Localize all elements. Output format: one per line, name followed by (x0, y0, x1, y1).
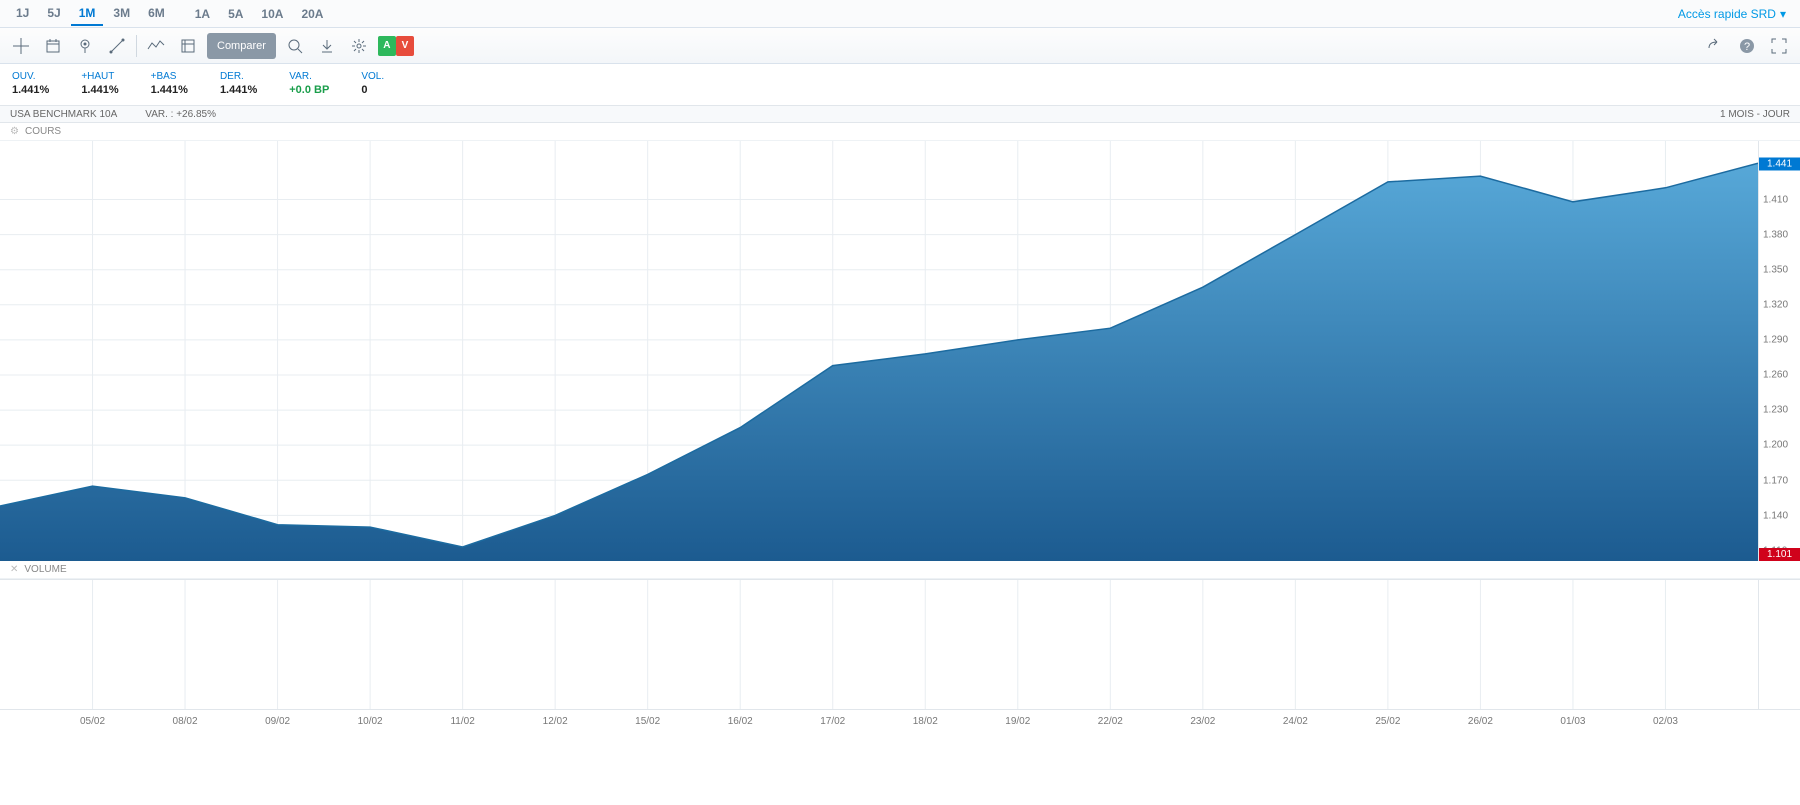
tab-6m[interactable]: 6M (140, 2, 173, 26)
tab-5j[interactable]: 5J (39, 2, 68, 26)
tab-1j[interactable]: 1J (8, 2, 37, 26)
compare-button[interactable]: Comparer (207, 33, 276, 59)
x-tick: 15/02 (635, 716, 660, 727)
y-tick: 1.260 (1763, 370, 1788, 381)
stat-ouv: OUV.1.441% (12, 70, 49, 97)
x-tick: 24/02 (1283, 716, 1308, 727)
tab-20a[interactable]: 20A (293, 3, 331, 25)
calendar-icon[interactable] (40, 33, 66, 59)
chart-variation: VAR. : +26.85% (145, 109, 216, 120)
instrument-name: USA BENCHMARK 10A (10, 109, 117, 120)
stat-haut: +HAUT1.441% (81, 70, 118, 97)
stat-vol: VOL.0 (361, 70, 384, 97)
crosshair-icon[interactable] (8, 33, 34, 59)
price-chart: 1.1101.1401.1701.2001.2301.2601.2901.320… (0, 141, 1800, 561)
badge-v[interactable]: V (396, 36, 414, 56)
gear-icon[interactable]: ⚙ (10, 126, 19, 137)
tab-1m[interactable]: 1M (71, 2, 104, 26)
x-tick: 17/02 (820, 716, 845, 727)
stat-der: DER.1.441% (220, 70, 257, 97)
x-tick: 08/02 (173, 716, 198, 727)
section-cours-label: COURS (25, 126, 61, 137)
volume-chart (0, 579, 1800, 709)
x-tick: 09/02 (265, 716, 290, 727)
y-tick: 1.410 (1763, 194, 1788, 205)
y-tick: 1.200 (1763, 440, 1788, 451)
time-range-tabs: 1J5J1M3M6M 1A5A10A20A Accès rapide SRD ▾ (0, 0, 1800, 28)
y-tick: 1.380 (1763, 229, 1788, 240)
section-cours: ⚙ COURS (0, 123, 1800, 141)
x-tick: 26/02 (1468, 716, 1493, 727)
settings-icon[interactable] (346, 33, 372, 59)
y-tick: 1.350 (1763, 264, 1788, 275)
stat-bas: +BAS1.441% (151, 70, 188, 97)
y-tick: 1.170 (1763, 475, 1788, 486)
tab-10a[interactable]: 10A (253, 3, 291, 25)
chart-period-label: 1 MOIS - JOUR (1720, 109, 1790, 120)
line-draw-icon[interactable] (104, 33, 130, 59)
x-tick: 11/02 (450, 716, 474, 727)
current-price-tag: 1.441 (1759, 157, 1800, 170)
chart-type-icon[interactable] (143, 33, 169, 59)
section-volume-label: VOLUME (24, 564, 66, 575)
x-tick: 22/02 (1098, 716, 1123, 727)
close-icon[interactable]: ✕ (10, 564, 18, 575)
y-tick: 1.320 (1763, 300, 1788, 311)
tab-1a[interactable]: 1A (187, 3, 218, 25)
stat-var: VAR.+0.0 BP (289, 70, 329, 97)
x-tick: 18/02 (913, 716, 938, 727)
chart-header: USA BENCHMARK 10A VAR. : +26.85% 1 MOIS … (0, 105, 1800, 123)
x-axis: 05/02 08/02 09/02 10/02 11/02 12/02 15/02 16/02… (0, 709, 1800, 735)
low-price-tag: 1.101 (1759, 548, 1800, 561)
stats-row: OUV.1.441% +HAUT1.441% +BAS1.441% DER.1.441… (0, 64, 1800, 105)
chevron-down-icon: ▾ (1780, 7, 1786, 21)
section-volume: ✕ VOLUME (0, 561, 1800, 579)
pin-icon[interactable] (72, 33, 98, 59)
tab-3m[interactable]: 3M (105, 2, 138, 26)
quick-access-srd-link[interactable]: Accès rapide SRD ▾ (1672, 7, 1792, 21)
fullscreen-icon[interactable] (1766, 33, 1792, 59)
badge-a[interactable]: A (378, 36, 396, 56)
x-tick: 10/02 (358, 716, 383, 727)
svg-text:?: ? (1744, 41, 1750, 53)
x-tick: 16/02 (728, 716, 753, 727)
x-tick: 02/03 (1653, 716, 1678, 727)
share-icon[interactable] (1702, 33, 1728, 59)
compare-label: Comparer (217, 40, 266, 52)
x-tick: 25/02 (1375, 716, 1400, 727)
tab-5a[interactable]: 5A (220, 3, 251, 25)
indicators-icon[interactable] (175, 33, 201, 59)
x-tick: 23/02 (1190, 716, 1215, 727)
y-tick: 1.230 (1763, 405, 1788, 416)
y-axis: 1.1101.1401.1701.2001.2301.2601.2901.320… (1758, 141, 1800, 561)
search-icon[interactable] (282, 33, 308, 59)
y-tick: 1.140 (1763, 510, 1788, 521)
srd-label: Accès rapide SRD (1678, 7, 1776, 21)
x-tick: 05/02 (80, 716, 105, 727)
chart-toolbar: Comparer A V ? (0, 28, 1800, 64)
x-tick: 19/02 (1005, 716, 1030, 727)
x-tick: 01/03 (1560, 716, 1585, 727)
y-tick: 1.290 (1763, 335, 1788, 346)
x-tick: 12/02 (543, 716, 568, 727)
help-icon[interactable]: ? (1734, 33, 1760, 59)
download-icon[interactable] (314, 33, 340, 59)
